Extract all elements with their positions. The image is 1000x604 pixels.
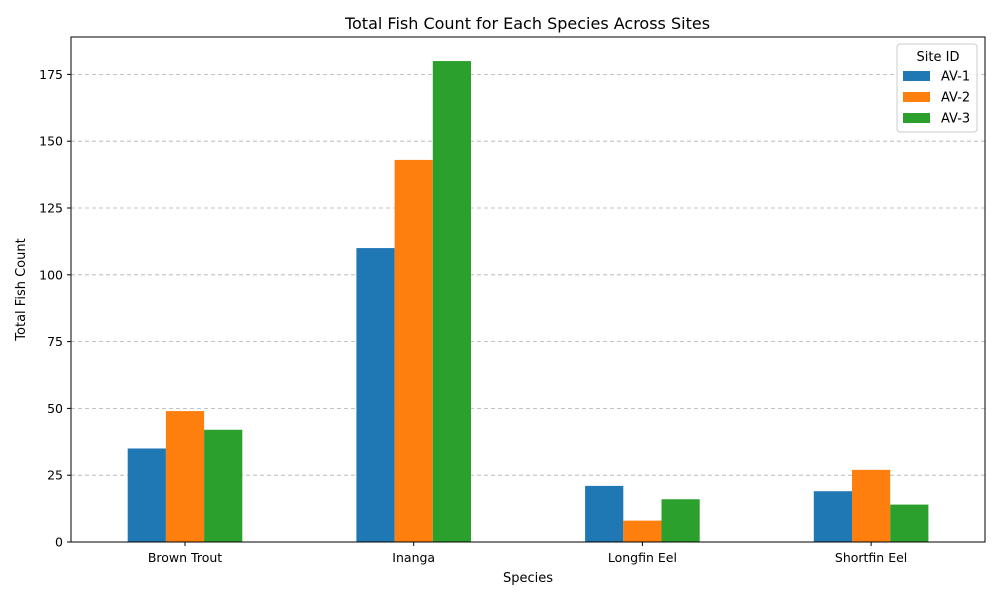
bar-av-3-longfin-eel [661, 499, 700, 542]
y-tick-label: 75 [47, 334, 63, 349]
bar-av-3-inanga [432, 61, 471, 543]
bar-av-2-shortfin-eel [852, 469, 891, 542]
bars [127, 61, 929, 543]
legend-swatch [903, 113, 930, 123]
bar-av-2-longfin-eel [623, 520, 662, 542]
bar-av-1-longfin-eel [585, 485, 624, 542]
y-axis-ticks: 0 25 50 75 100 125 150 175 [39, 67, 71, 550]
bar-av-1-inanga [356, 248, 395, 542]
y-tick-label: 0 [55, 535, 63, 550]
y-tick-label: 150 [39, 134, 63, 149]
legend-box [896, 43, 978, 133]
bar-av-1-brown-trout [127, 448, 166, 542]
bar-av-2-inanga [394, 159, 433, 543]
legend-swatch [903, 92, 930, 102]
bar-av-1-shortfin-eel [813, 491, 852, 542]
plot-frame [70, 36, 986, 543]
y-tick-label: 50 [47, 401, 63, 416]
x-tick-label: Inanga [392, 550, 435, 565]
legend-label: AV-3 [941, 112, 970, 127]
x-tick-label: Shortfin Eel [835, 550, 907, 565]
bar-av-3-brown-trout [204, 429, 243, 542]
legend-label: AV-1 [941, 70, 970, 85]
legend-label: AV-2 [941, 91, 970, 106]
legend-items: AV-1 AV-2 AV-3 [903, 70, 970, 127]
chart-title: Total Fish Count for Each Species Across… [344, 14, 710, 33]
x-tick-label: Longfin Eel [608, 550, 677, 565]
bar-av-3-shortfin-eel [890, 504, 929, 542]
y-axis-title: Total Fish Count [14, 238, 29, 341]
x-tick-label: Brown Trout [148, 550, 222, 565]
x-axis-title: Species [503, 571, 553, 586]
y-tick-label: 100 [39, 267, 63, 282]
y-tick-label: 125 [39, 201, 63, 216]
gridlines [71, 74, 985, 476]
legend: Site ID AV-1 AV-2 AV-3 [896, 43, 978, 133]
x-axis-ticks: Brown Trout Inanga Longfin Eel Shortfin Eel [148, 542, 907, 565]
y-tick-label: 25 [47, 468, 63, 483]
y-tick-label: 175 [39, 67, 63, 82]
bar-av-2-brown-trout [165, 411, 205, 542]
legend-title: Site ID [917, 50, 960, 65]
legend-swatch [903, 71, 930, 81]
